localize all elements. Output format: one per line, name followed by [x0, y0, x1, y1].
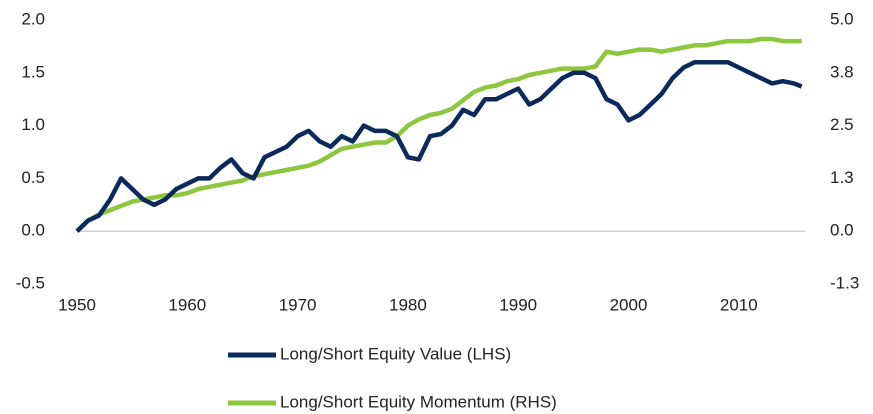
- x-tick-label: 1960: [168, 295, 206, 314]
- series-line: [75, 59, 803, 233]
- legend-label: Long/Short Equity Momentum (RHS): [280, 392, 557, 411]
- x-tick-label: 2000: [610, 295, 648, 314]
- y2-tick-label: 5.0: [830, 9, 854, 28]
- y2-tick-label: 1.3: [830, 168, 854, 187]
- y-tick-label: -0.5: [16, 273, 45, 292]
- legend-label: Long/Short Equity Value (LHS): [280, 344, 511, 363]
- y-tick-label: 0.0: [21, 221, 45, 240]
- y-tick-label: 0.5: [21, 168, 45, 187]
- x-tick-label: 2010: [720, 295, 758, 314]
- x-tick-label: 1950: [58, 295, 96, 314]
- y-tick-label: 1.0: [21, 115, 45, 134]
- series-line: [75, 36, 802, 233]
- x-tick-label: 1990: [499, 295, 537, 314]
- y-tick-label: 1.5: [21, 62, 45, 81]
- y2-tick-label: 2.5: [830, 115, 854, 134]
- y-tick-label: 2.0: [21, 9, 45, 28]
- x-tick-label: 1970: [279, 295, 317, 314]
- y2-tick-label: 0.0: [830, 221, 854, 240]
- y2-tick-label: 3.8: [830, 62, 854, 81]
- y2-tick-label: -1.3: [830, 273, 859, 292]
- x-tick-label: 1980: [389, 295, 427, 314]
